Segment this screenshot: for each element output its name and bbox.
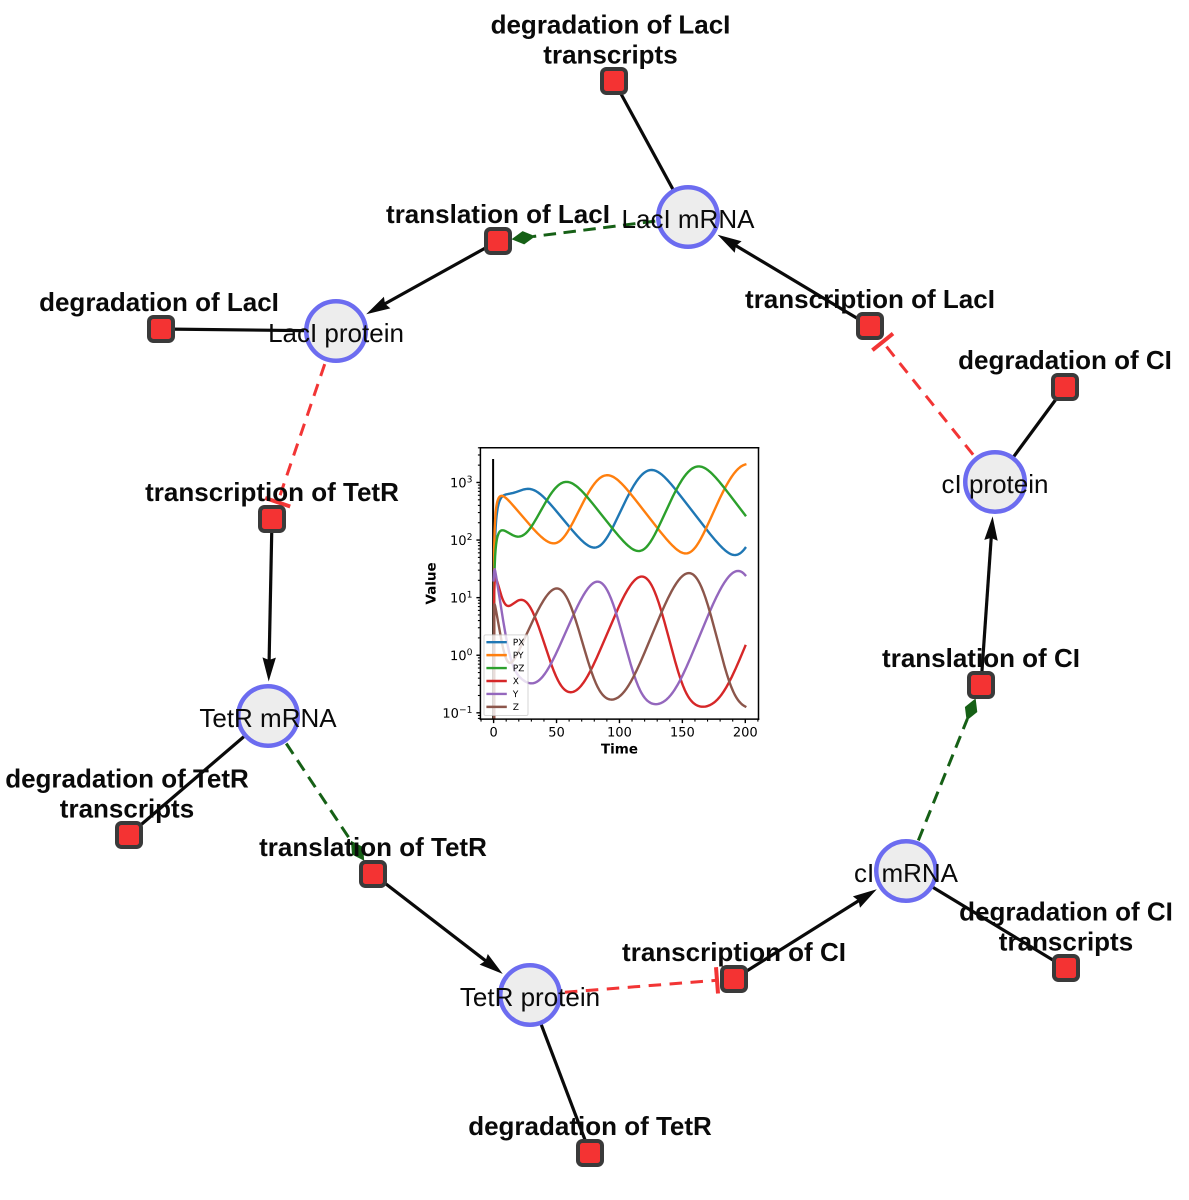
svg-text:transcripts: transcripts	[60, 794, 194, 824]
svg-text:cI protein: cI protein	[942, 469, 1049, 499]
svg-text:TetR mRNA: TetR mRNA	[199, 703, 337, 733]
svg-text:transcription of LacI: transcription of LacI	[745, 284, 995, 314]
svg-text:degradation of CI: degradation of CI	[958, 345, 1172, 375]
svg-text:translation of CI: translation of CI	[882, 643, 1080, 673]
svg-text:cI mRNA: cI mRNA	[854, 858, 959, 888]
svg-text:transcripts: transcripts	[543, 40, 677, 70]
svg-text:transcription of CI: transcription of CI	[622, 937, 846, 967]
svg-text:degradation of TetR: degradation of TetR	[468, 1111, 712, 1141]
svg-text:degradation of CI: degradation of CI	[959, 897, 1173, 927]
svg-text:translation of TetR: translation of TetR	[259, 832, 487, 862]
svg-text:translation of LacI: translation of LacI	[386, 199, 610, 229]
svg-text:transcription of TetR: transcription of TetR	[145, 477, 399, 507]
svg-text:LacI mRNA: LacI mRNA	[622, 204, 756, 234]
svg-text:degradation of LacI: degradation of LacI	[491, 10, 731, 40]
svg-text:degradation of LacI: degradation of LacI	[39, 287, 279, 317]
svg-text:LacI protein: LacI protein	[268, 318, 404, 348]
svg-text:TetR protein: TetR protein	[460, 982, 600, 1012]
svg-text:transcripts: transcripts	[999, 927, 1133, 957]
svg-text:degradation of TetR: degradation of TetR	[5, 764, 249, 794]
